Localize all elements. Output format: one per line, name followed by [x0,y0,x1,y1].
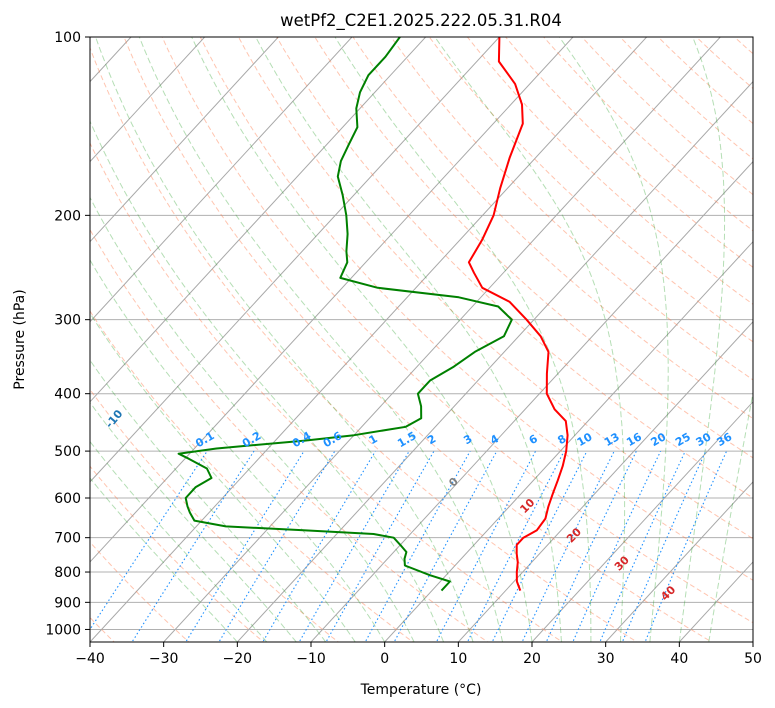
mixing-ratio-line [393,450,498,642]
y-tick-label: 400 [54,387,81,403]
x-axis-title: Temperature (°C) [360,682,482,698]
x-tick-label: 20 [523,651,541,667]
y-tick-label: 700 [54,531,81,547]
isotherm-line [90,37,427,403]
mixing-ratio-line [131,450,255,642]
mixing-ratio-line [298,450,410,642]
dry-adiabat-line [90,46,638,642]
mixing-ratio-line [521,450,615,642]
dewpoint-profile [177,37,513,592]
x-tick-label: 10 [449,651,467,667]
mixing-ratio-line [218,450,336,642]
dry-adiabat-line [90,310,414,642]
moist-adiabat-line [558,37,669,642]
dry-adiabat-line [390,37,753,381]
isotherm-line [162,37,722,642]
dry-adiabat-line [428,37,753,343]
dry-adiabat-line [90,388,340,642]
y-tick-label: 300 [54,313,81,329]
y-tick-label: 600 [54,491,81,507]
moist-adiabat-line [708,390,753,642]
isotherm-line [236,80,753,642]
mixing-ratio-line [644,450,728,642]
plot-frame [89,36,754,643]
isotherm-line [90,37,501,483]
mixing-ratio-line [545,450,637,642]
y-axis-ticks: 100 200 300 400 500 600 700 800 900 1000 [45,30,90,638]
moist-adiabat-line [90,401,297,642]
moist-adiabat-line [138,37,503,642]
mixing-ratio-line [435,450,537,642]
isotherm-line [383,240,753,642]
mixing-ratio-line [262,450,376,642]
x-axis-ticks: −40 −30 −20 −10 0 10 20 30 40 50 [75,642,762,667]
isotherm-line [531,401,753,642]
moist-adiabat-line [90,477,238,642]
mixing-ratio-line [185,450,305,642]
isotherm-line [90,37,648,642]
isotherm-line [457,321,753,642]
x-tick-label: 30 [597,651,615,667]
x-tick-label: −30 [149,651,179,667]
dry-adiabat-lines [90,37,753,642]
dry-adiabat-line [276,37,753,499]
isotherm-line [310,160,753,642]
moist-adiabat-line [678,37,726,642]
y-tick-label: 500 [54,444,81,460]
isotherm-line [90,37,206,163]
moist-adiabat-line [95,37,474,642]
x-tick-label: −40 [75,651,105,667]
y-axis-title: Pressure (hPa) [12,289,28,389]
dry-adiabat-line [199,37,753,581]
x-tick-label: 40 [670,651,688,667]
mixing-ratio-lines [90,450,728,642]
isotherm-line [90,37,353,323]
dry-adiabat-line [161,37,753,624]
chart-title: wetPf2_C2E1.2025.222.05.31.R04 [280,11,562,31]
mixing-ratio-line [90,450,208,631]
plot-area: -100-90-80-70-60-50-40-30-20-10-100.10.2… [90,37,753,642]
isotherm-lines [90,37,753,642]
dry-adiabat-line [90,228,489,642]
dry-adiabat-line [123,37,713,642]
x-tick-label: 0 [380,651,389,667]
y-tick-label: 200 [54,208,81,224]
temperature-profile [467,37,569,591]
dry-adiabat-line [237,37,753,540]
y-tick-label: 1000 [45,622,81,638]
plot-background [90,37,753,642]
x-tick-label: 50 [744,651,762,667]
moist-adiabat-line [255,37,562,642]
x-tick-label: −20 [223,651,253,667]
mixing-ratio-line [466,450,565,642]
moist-adiabat-line [90,119,445,642]
y-tick-label: 900 [54,595,81,611]
y-tick-label: 100 [54,30,81,46]
x-tick-label: −10 [296,651,326,667]
isotherm-line [604,481,753,642]
dry-adiabat-line [90,465,265,642]
moist-adiabat-line [90,440,268,642]
isotherm-line [90,37,280,243]
isotherm-line [90,37,574,563]
dry-adiabat-line [90,142,564,642]
dry-adiabat-line [314,37,753,459]
mixing-ratio-line [572,450,662,642]
moist-adiabat-line [334,37,592,642]
moist-adiabat-line [90,259,386,642]
moist-adiabat-lines [90,37,753,642]
moist-adiabat-line [434,37,626,642]
y-tick-label: 800 [54,565,81,581]
moist-adiabat-line [90,196,415,642]
sounding-profiles [177,37,569,592]
moist-adiabat-line [90,312,356,642]
